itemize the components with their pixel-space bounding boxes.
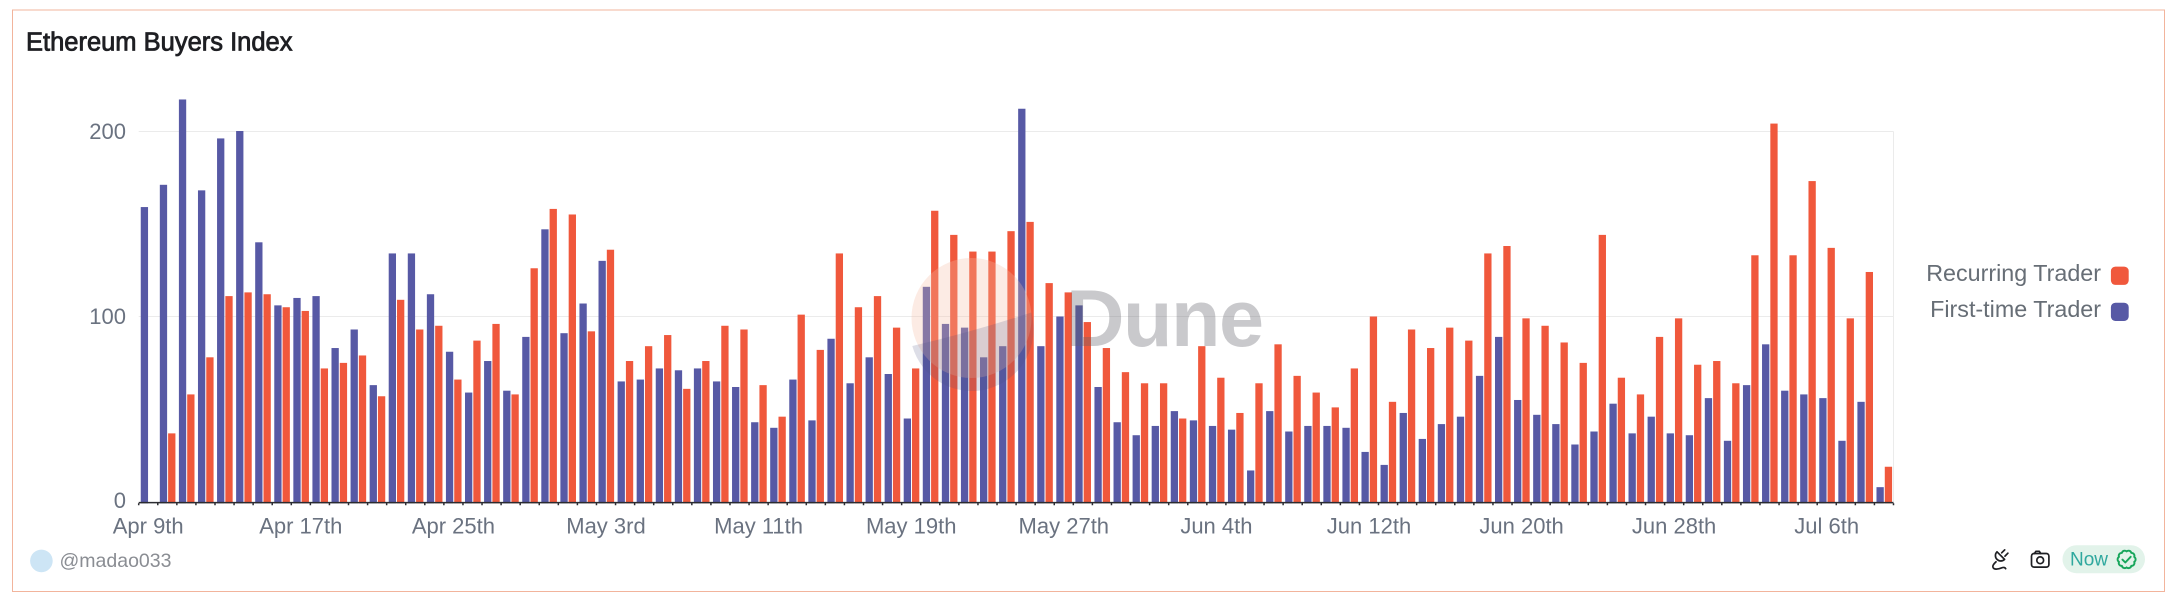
svg-text:May 11th: May 11th <box>714 514 803 539</box>
svg-text:Apr 25th: Apr 25th <box>412 514 495 539</box>
svg-text:Recurring Trader: Recurring Trader <box>1926 260 2101 286</box>
svg-text:100: 100 <box>89 304 126 329</box>
svg-text:May 3rd: May 3rd <box>566 514 645 539</box>
svg-text:0: 0 <box>114 488 126 513</box>
svg-text:Apr 17th: Apr 17th <box>259 514 342 539</box>
svg-text:May 19th: May 19th <box>866 514 957 539</box>
svg-text:Apr 9th: Apr 9th <box>113 514 184 539</box>
svg-text:First-time Trader: First-time Trader <box>1930 296 2101 322</box>
svg-text:Jul 6th: Jul 6th <box>1794 514 1859 539</box>
svg-text:Jun 4th: Jun 4th <box>1180 514 1252 539</box>
svg-text:Jun 12th: Jun 12th <box>1327 514 1411 539</box>
svg-text:Now: Now <box>2070 550 2108 571</box>
svg-text:Jun 20th: Jun 20th <box>1479 514 1563 539</box>
svg-text:May 27th: May 27th <box>1019 514 1110 539</box>
svg-text:@madao033: @madao033 <box>60 550 172 572</box>
svg-text:Ethereum Buyers Index: Ethereum Buyers Index <box>26 29 293 57</box>
svg-text:200: 200 <box>89 119 126 144</box>
svg-text:Jun 28th: Jun 28th <box>1632 514 1716 539</box>
svg-text:Dune: Dune <box>1066 274 1263 364</box>
